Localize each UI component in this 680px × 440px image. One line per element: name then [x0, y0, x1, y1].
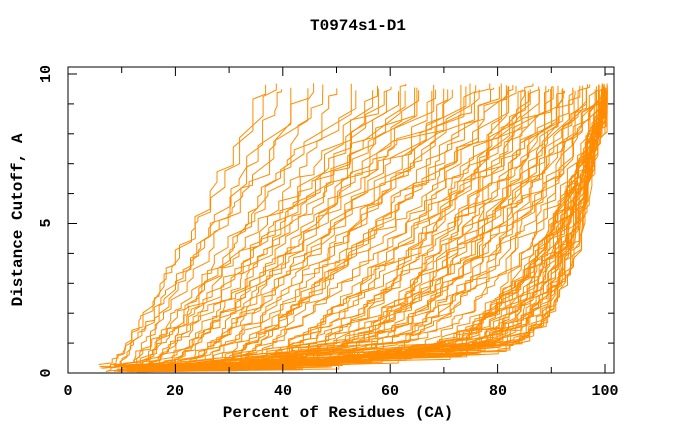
model-curve	[126, 85, 581, 366]
model-curve	[131, 89, 531, 367]
model-curve	[117, 85, 517, 372]
model-curve	[103, 83, 315, 369]
y-tick-label-0: 0	[38, 368, 55, 377]
model-curve	[127, 83, 534, 371]
model-curve	[140, 87, 574, 369]
model-curve	[142, 89, 540, 373]
x-tick-label-60: 60	[381, 383, 399, 400]
model-curve	[126, 86, 606, 370]
y-tick-label-10: 10	[38, 65, 55, 83]
model-curve	[137, 84, 600, 369]
model-curve	[130, 83, 491, 366]
model-curve	[143, 89, 563, 368]
model-curve	[116, 86, 500, 370]
model-curve	[136, 86, 467, 365]
x-tick-label-20: 20	[166, 383, 184, 400]
model-curve	[126, 86, 392, 372]
model-curve	[125, 86, 540, 368]
y-axis-label: Distance Cutoff, A	[9, 133, 27, 306]
model-curve	[106, 83, 352, 372]
model-curve	[128, 89, 453, 366]
model-curve	[138, 87, 554, 367]
model-curve	[122, 83, 471, 367]
model-curve	[136, 91, 607, 373]
model-curve	[125, 90, 606, 366]
x-tick-label-40: 40	[274, 383, 292, 400]
x-axis-label: Percent of Residues (CA)	[223, 404, 453, 422]
model-curve	[123, 86, 510, 371]
model-curve	[146, 85, 603, 369]
model-curve	[121, 88, 445, 368]
model-curve	[135, 90, 603, 368]
model-curve	[139, 90, 529, 367]
x-tick-label-100: 100	[591, 383, 618, 400]
model-curve	[114, 91, 387, 372]
model-curves	[98, 83, 608, 373]
model-curve	[127, 90, 600, 371]
y-tick-label-5: 5	[38, 218, 55, 227]
model-curve	[145, 86, 597, 366]
model-curve	[130, 89, 603, 368]
model-curve	[108, 88, 309, 368]
model-curve	[130, 84, 591, 367]
model-curve	[105, 87, 292, 373]
model-curve	[137, 85, 514, 369]
x-tick-label-80: 80	[489, 383, 507, 400]
model-curve	[140, 85, 608, 366]
model-curve	[99, 84, 267, 368]
model-curve	[137, 90, 607, 368]
model-curve	[129, 85, 547, 370]
model-curve	[127, 90, 564, 372]
model-curve	[128, 85, 507, 370]
model-curve	[113, 88, 379, 372]
model-curve	[138, 89, 437, 370]
model-curve	[137, 83, 605, 372]
model-curve	[131, 83, 407, 371]
axis-ticks	[67, 67, 614, 374]
model-curve	[120, 90, 420, 369]
chart-title: T0974s1-D1	[310, 17, 406, 35]
model-curve	[98, 83, 277, 365]
x-tick-label-0: 0	[63, 383, 72, 400]
model-curve	[139, 91, 608, 369]
model-curve	[100, 89, 283, 369]
plot-frame	[67, 66, 615, 374]
model-curve	[118, 91, 399, 372]
model-curve	[116, 89, 552, 366]
model-curve	[115, 87, 416, 371]
